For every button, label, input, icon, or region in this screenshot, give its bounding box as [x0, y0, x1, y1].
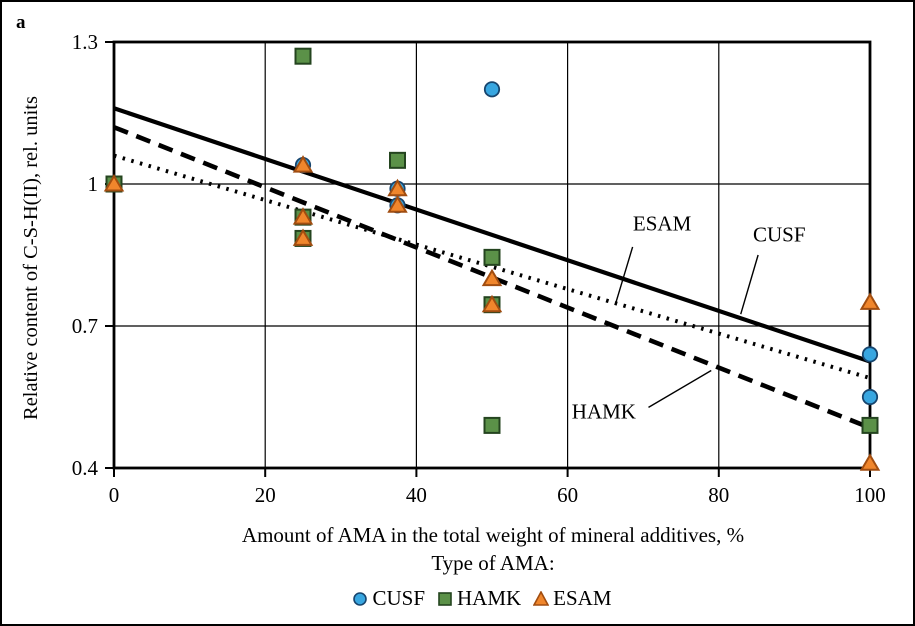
annotation-cusf: CUSF — [753, 222, 806, 247]
legend-label: CUSF — [372, 586, 425, 610]
data-point-hamk — [483, 416, 501, 434]
legend-item-esam: ESAM — [533, 586, 612, 611]
panel-label: a — [16, 12, 26, 33]
data-point-esam — [103, 174, 125, 192]
legend-label: HAMK — [457, 586, 522, 610]
triangle-icon — [533, 590, 550, 606]
y-tick-label: 1.3 — [71, 30, 98, 54]
square-icon — [438, 591, 452, 606]
leader-line-cusf — [740, 254, 759, 315]
x-axis-title: Amount of AMA in the total weight of min… — [241, 523, 745, 547]
y-tick-label: 1 — [87, 172, 99, 196]
y-tick-label: 0.7 — [71, 314, 98, 338]
data-point-esam — [292, 207, 314, 225]
data-point-esam — [292, 155, 314, 173]
data-point-hamk — [294, 47, 312, 65]
data-point-esam — [859, 453, 881, 471]
annotation-hamk: HAMK — [571, 399, 636, 424]
data-point-esam — [481, 268, 503, 287]
trend-line-cusf — [113, 106, 871, 364]
circle-icon — [353, 591, 368, 606]
data-point-esam — [859, 292, 881, 310]
trend-line-esam — [113, 153, 871, 380]
plot-border — [112, 40, 872, 470]
x-tick-label: 100 — [854, 483, 886, 507]
legend: CUSF HAMK ESAM — [82, 586, 882, 611]
y-axis-title: Relative content of C-S-H(II), rel. unit… — [20, 96, 42, 420]
legend-title: Type of AMA: — [431, 551, 555, 575]
data-point-hamk — [389, 151, 406, 169]
trend-line-hamk — [113, 125, 871, 430]
x-tick-label: 20 — [254, 483, 276, 507]
leader-line-esam — [615, 246, 634, 303]
annotation-esam: ESAM — [632, 211, 692, 236]
data-point-hamk — [861, 416, 879, 434]
legend-item-hamk: HAMK — [437, 586, 521, 611]
legend-label: ESAM — [553, 586, 612, 610]
x-tick-label: 0 — [108, 483, 120, 507]
data-point-esam — [292, 228, 314, 246]
x-tick-label: 80 — [708, 483, 730, 507]
x-tick-label: 60 — [557, 483, 579, 507]
legend-item-cusf: CUSF — [352, 586, 425, 611]
y-tick-label: 0.4 — [71, 456, 98, 480]
x-tick-label: 40 — [405, 483, 427, 507]
data-point-esam — [387, 178, 408, 197]
data-point-esam — [481, 294, 503, 313]
data-point-cusf — [483, 81, 501, 98]
data-point-cusf — [861, 346, 879, 363]
data-point-esam — [387, 195, 408, 213]
data-point-hamk — [483, 248, 501, 266]
leader-line-hamk — [648, 369, 712, 409]
data-point-cusf — [861, 388, 879, 406]
